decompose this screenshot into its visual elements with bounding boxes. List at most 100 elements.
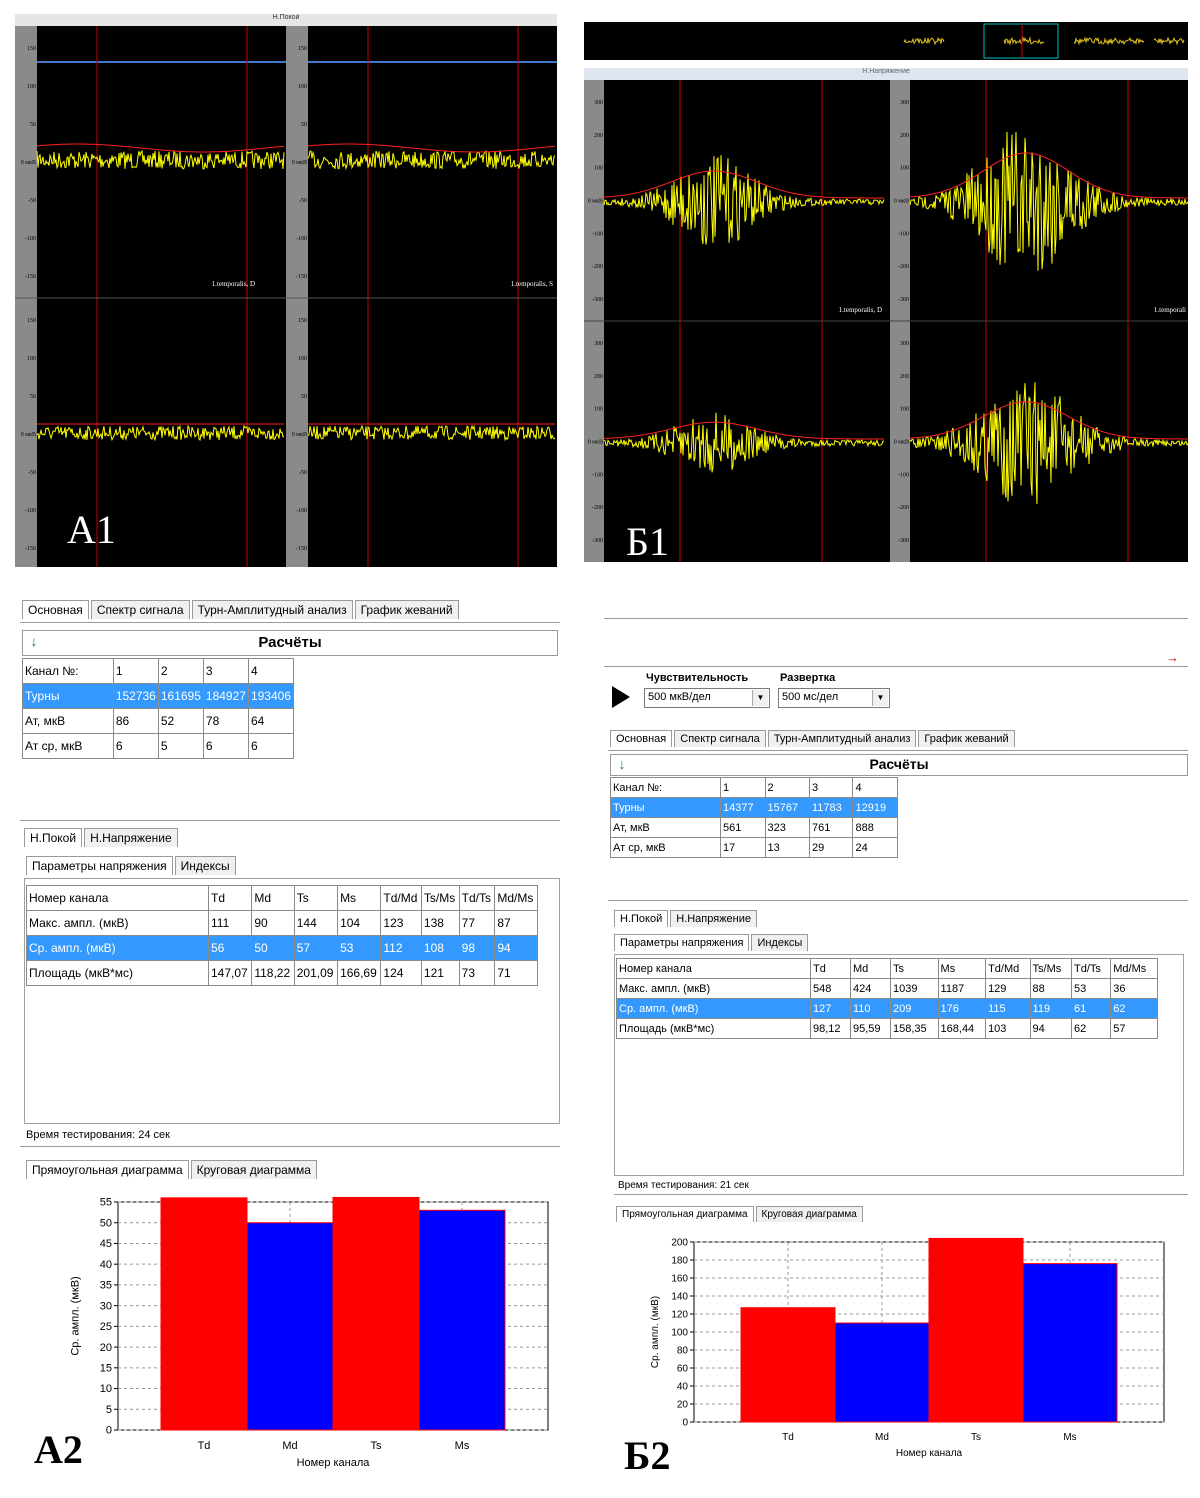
tab-tension-params[interactable]: Параметры напряжения	[614, 934, 750, 951]
table-cell: 152736	[112, 683, 159, 709]
y-tick-label: 55	[100, 1197, 112, 1209]
amplitude-axis	[15, 298, 37, 567]
table-cell: 2	[157, 658, 204, 684]
table-cell: 52	[157, 708, 204, 734]
table-row[interactable]: Макс. ампл. (мкВ) 548 424 1039 1187 129 …	[616, 978, 1158, 999]
axis-tick-label: 0 мкВ	[21, 432, 36, 438]
axis-tick-label: 100	[298, 356, 307, 362]
table-cell: Td	[207, 885, 253, 911]
tab-rest[interactable]: Н.Покой	[24, 828, 83, 847]
bar-ts	[332, 1196, 420, 1431]
table-cell: 2	[764, 777, 810, 798]
axis-tick-label: 100	[27, 84, 36, 90]
main-tabs: Основная Спектр сигнала Турн-Амплитудный…	[610, 730, 1017, 747]
table-row[interactable]: Ат, мкВ 86 52 78 64	[22, 708, 295, 734]
scroll-left-icon[interactable]	[586, 34, 595, 48]
table-row[interactable]: Турны 152736 161695 184927 193406	[22, 683, 295, 709]
tab-pie-chart[interactable]: Круговая диаграмма	[190, 1160, 317, 1179]
chevron-down-icon[interactable]: ▼	[752, 690, 768, 706]
tab-pie-chart[interactable]: Круговая диаграмма	[755, 1206, 863, 1222]
tab-tension-params[interactable]: Параметры напряжения	[26, 856, 173, 875]
tab-bar-chart[interactable]: Прямоугольная диаграмма	[26, 1160, 189, 1179]
table-cell: 176	[937, 998, 987, 1019]
table-row[interactable]: Ср. ампл. (мкВ) 127 110 209 176 115 119 …	[616, 998, 1158, 1019]
tab-spectrum[interactable]: Спектр сигнала	[90, 600, 190, 619]
envelope-line	[36, 143, 285, 153]
axis-tick-label: -50	[299, 198, 307, 204]
table-row[interactable]: Турны 14377 15767 11783 12919	[610, 797, 898, 818]
table-cell: 94	[1029, 1018, 1073, 1039]
table-row[interactable]: Площадь (мкВ*мс) 147,07 118,22 201,09 16…	[26, 960, 538, 986]
table-row[interactable]: Макс. ампл. (мкВ) 111 90 144 104 123 138…	[26, 910, 538, 936]
bar-md	[246, 1222, 334, 1431]
table-cell: 98	[458, 935, 496, 961]
table-row[interactable]: Ат, мкВ 561 323 761 888	[610, 817, 898, 838]
tab-bar-chart[interactable]: Прямоугольная диаграмма	[616, 1206, 754, 1222]
sensitivity-select[interactable]: 500 мкВ/дел ▼	[644, 688, 770, 708]
tab-main[interactable]: Основная	[22, 600, 89, 619]
axis-tick-label: -150	[296, 274, 307, 280]
table-cell: 17	[720, 837, 766, 858]
table-cell: 115	[985, 998, 1031, 1019]
table-cell: 129	[985, 978, 1031, 999]
table-cell: 13	[764, 837, 810, 858]
calc-table: Канал №: 1 2 3 4 Турны 14377 15767 11783…	[610, 777, 898, 858]
x-tick-label: Ts	[371, 1440, 383, 1452]
emg-overview-strip[interactable]	[584, 22, 1188, 60]
tab-turn-amplitude[interactable]: Турн-Амплитудный анализ	[191, 600, 353, 619]
axis-tick-label: -100	[25, 236, 36, 242]
axis-tick-label: -100	[296, 508, 307, 514]
y-tick-label: 0	[682, 1417, 688, 1428]
table-cell: 61	[1071, 998, 1112, 1019]
table-cell: Турны	[610, 797, 721, 818]
axis-tick-label: 150	[27, 46, 36, 52]
emg-traces-a1: 150 100 50 0 мкВ -50 -100 -150 150 100 50 0 мкВ -50…	[15, 26, 557, 567]
arrow-down-icon[interactable]: ↓	[618, 756, 626, 772]
axis-tick-label: -50	[28, 198, 36, 204]
table-cell: Md	[251, 885, 295, 911]
tab-spectrum[interactable]: Спектр сигнала	[674, 730, 766, 747]
table-cell: Номер канала	[616, 958, 811, 979]
table-cell: 1	[112, 658, 159, 684]
tab-rest[interactable]: Н.Покой	[614, 910, 669, 927]
sensitivity-value: 500 мкВ/дел	[648, 691, 711, 703]
pin-icon[interactable]: →	[1166, 650, 1179, 665]
emg-panel-a1: Н.Покой 150 100 50 0 мкВ -50 -100 -150 150 100 50…	[15, 14, 557, 567]
table-cell: 57	[293, 935, 339, 961]
y-axis-label: Ср. ампл. (мкВ)	[69, 1276, 81, 1355]
sweep-select[interactable]: 500 мс/дел ▼	[778, 688, 890, 708]
table-row[interactable]: Ср. ампл. (мкВ) 56 50 57 53 112 108 98 9…	[26, 935, 538, 961]
amplitude-axis	[584, 321, 604, 562]
axis-tick-label: 50	[301, 394, 307, 400]
arrow-down-icon[interactable]: ↓	[30, 633, 38, 649]
axis-tick-label: 100	[594, 166, 603, 172]
table-cell: Номер канала	[26, 885, 209, 911]
table-cell: Td	[810, 958, 851, 979]
y-tick-label: 20	[100, 1342, 112, 1354]
chevron-down-icon[interactable]: ▼	[872, 690, 888, 706]
y-tick-label: 45	[100, 1238, 112, 1250]
emg-trace	[909, 131, 1188, 271]
x-axis-label: Номер канала	[896, 1448, 963, 1459]
axis-tick-label: 100	[594, 407, 603, 413]
bar-td	[160, 1197, 248, 1431]
tab-turn-amplitude[interactable]: Турн-Амплитудный анализ	[767, 730, 917, 747]
tab-chewing-chart[interactable]: График жеваний	[918, 730, 1015, 747]
tab-main[interactable]: Основная	[610, 730, 673, 747]
table-row[interactable]: Ат ср, мкВ 17 13 29 24	[610, 837, 898, 858]
emg-window-title: Н.Напряжение	[584, 68, 1188, 80]
table-cell: Площадь (мкВ*мс)	[616, 1018, 811, 1039]
table-cell: 166,69	[337, 960, 382, 986]
table-row[interactable]: Площадь (мкВ*мс) 98,12 95,59 158,35 168,…	[616, 1018, 1158, 1039]
tab-tension[interactable]: Н.Напряжение	[84, 828, 178, 847]
play-icon[interactable]	[612, 686, 630, 708]
tab-tension[interactable]: Н.Напряжение	[670, 910, 758, 927]
axis-tick-label: -100	[898, 472, 909, 478]
tab-indices[interactable]: Индексы	[751, 934, 809, 951]
tab-indices[interactable]: Индексы	[174, 856, 236, 875]
table-cell: 1039	[890, 978, 939, 999]
table-row[interactable]: Ат ср, мкВ 6 5 6 6	[22, 733, 295, 759]
y-tick-label: 20	[677, 1399, 689, 1410]
tab-chewing-chart[interactable]: График жеваний	[354, 600, 459, 619]
emg-trace	[307, 149, 556, 170]
